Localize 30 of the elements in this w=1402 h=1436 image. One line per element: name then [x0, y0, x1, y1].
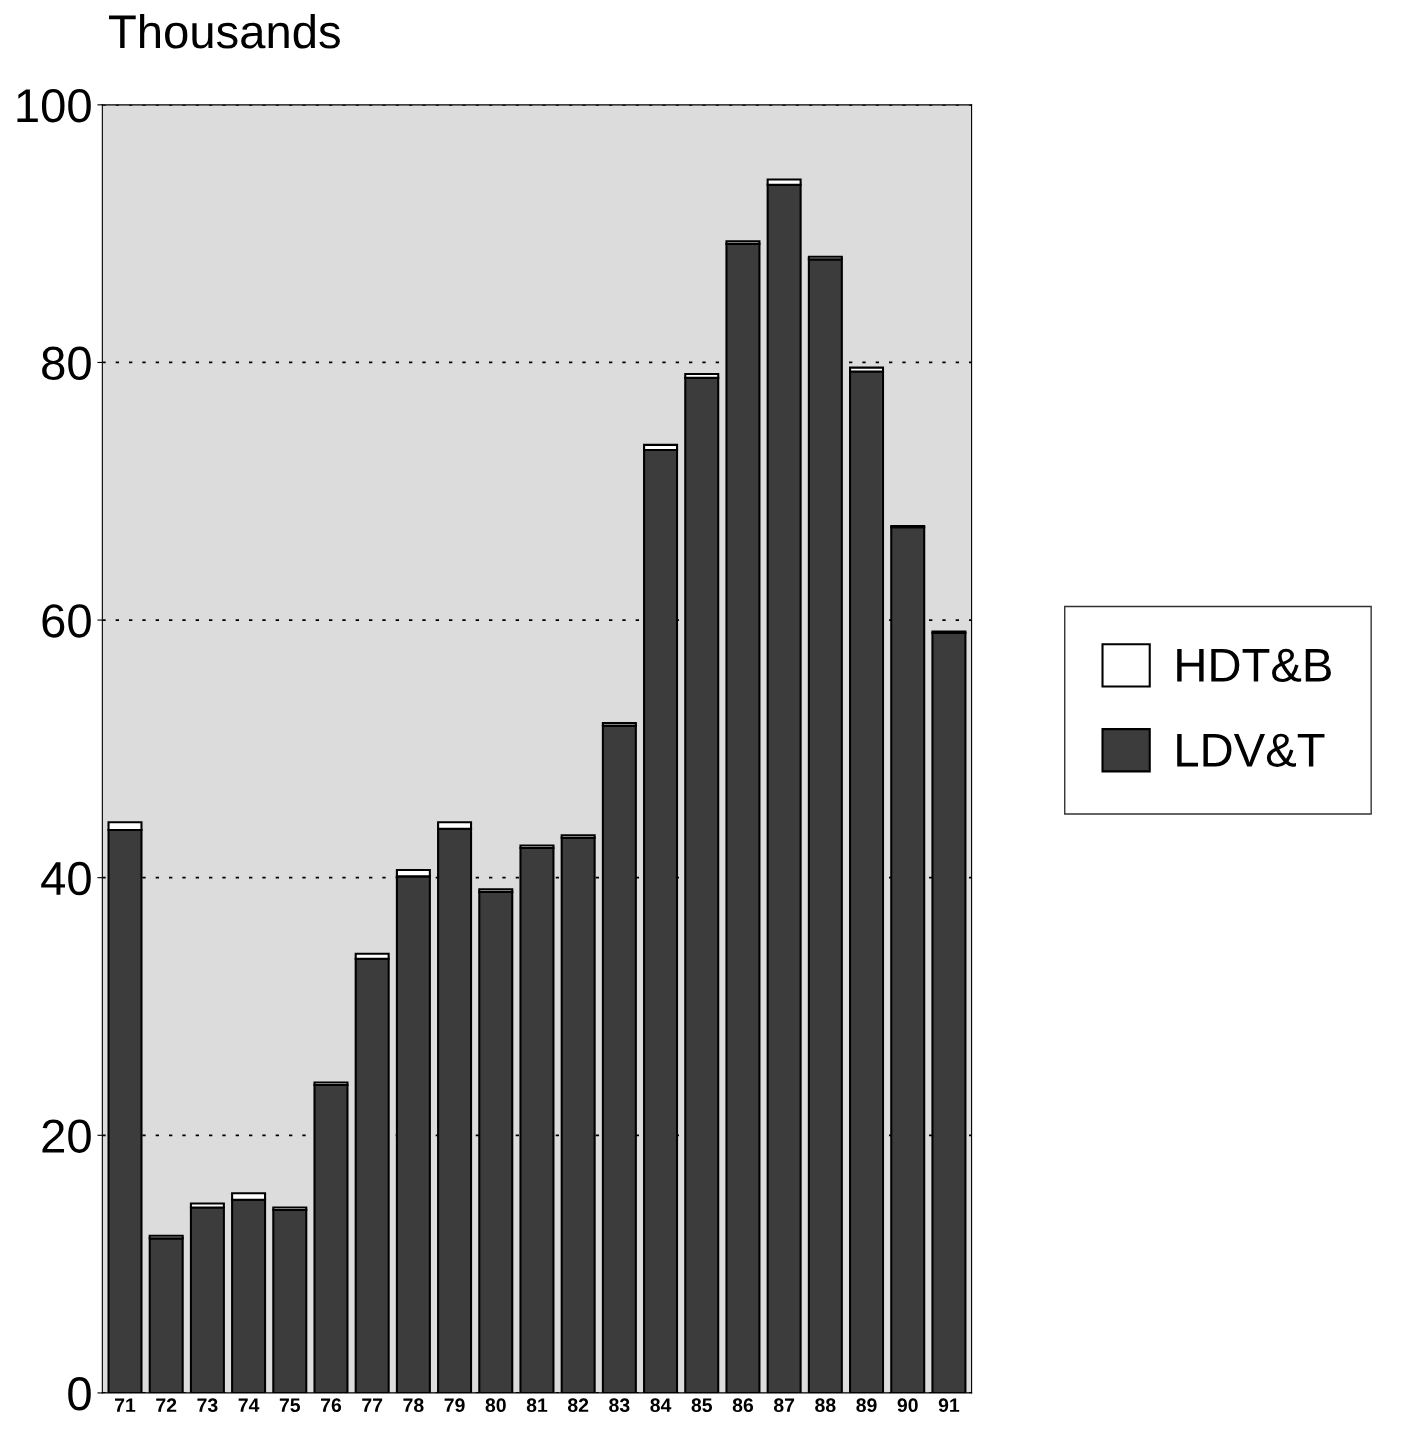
x-tick-label: 85 — [691, 1398, 713, 1413]
x-tick-label: 76 — [321, 1398, 342, 1413]
x-tick-label: 91 — [938, 1398, 960, 1413]
y-tick-label: 0 — [68, 1377, 91, 1411]
y-axis-title: Thousands — [109, 13, 340, 49]
x-tick-label: 88 — [815, 1398, 836, 1413]
y-tick-label: 60 — [42, 604, 91, 638]
y-tick-label: 100 — [17, 88, 91, 123]
x-tick-label: 74 — [238, 1398, 260, 1412]
y-tick-label: 20 — [42, 1119, 91, 1153]
x-tick-label: 81 — [526, 1398, 548, 1413]
x-tick-label: 86 — [732, 1398, 754, 1413]
y-tick-label: 40 — [41, 861, 91, 896]
x-tick-label: 72 — [156, 1398, 177, 1412]
legend-label: LDV&T — [1177, 733, 1325, 767]
x-tick-label: 82 — [567, 1398, 589, 1413]
x-tick-label: 77 — [362, 1398, 383, 1412]
x-tick-label: 71 — [115, 1398, 136, 1412]
x-tick-label: 78 — [403, 1398, 424, 1413]
x-tick-label: 87 — [773, 1398, 795, 1413]
legend-label: HDT&B — [1177, 648, 1331, 683]
x-tick-label: 75 — [279, 1398, 301, 1413]
x-tick-label: 83 — [609, 1398, 630, 1413]
x-tick-label: 89 — [856, 1398, 877, 1413]
x-tick-label: 90 — [897, 1398, 918, 1413]
x-tick-label: 73 — [197, 1398, 218, 1413]
x-tick-label: 80 — [485, 1398, 506, 1413]
y-tick-label: 80 — [42, 346, 91, 381]
x-tick-label: 79 — [444, 1398, 465, 1413]
x-tick-label: 84 — [650, 1398, 672, 1413]
